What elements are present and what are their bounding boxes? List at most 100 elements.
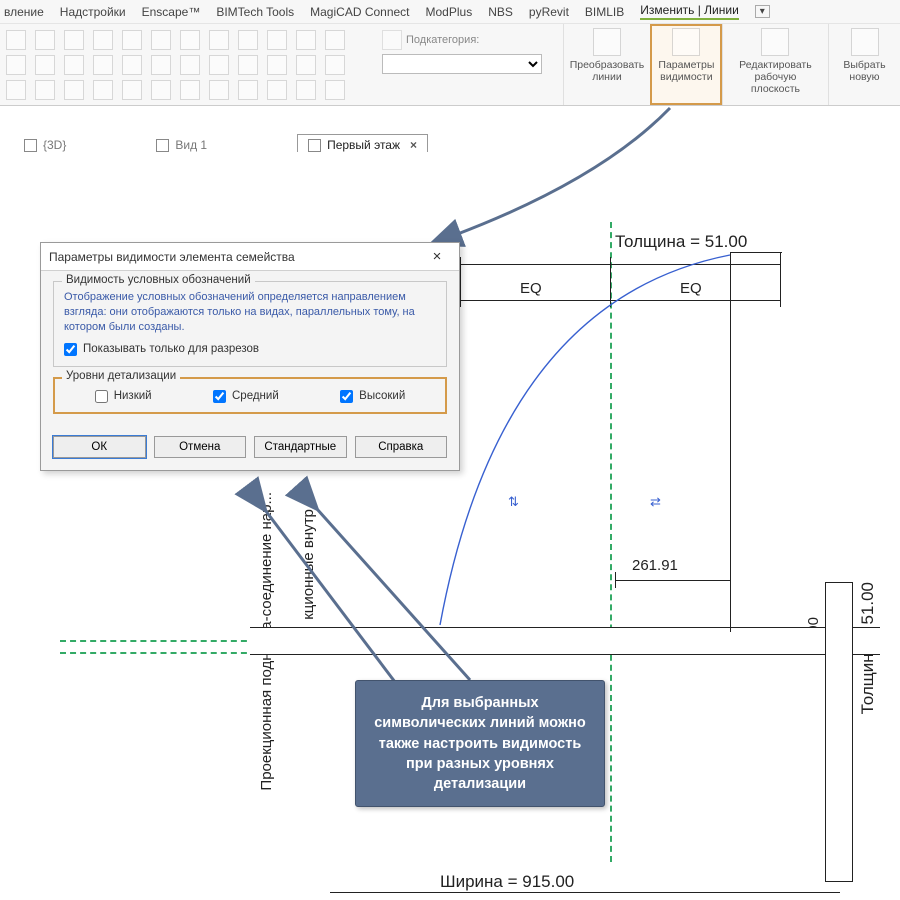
dimline bbox=[730, 252, 782, 253]
group-title: Видимость условных обозначений bbox=[62, 274, 255, 286]
tool-icon[interactable] bbox=[35, 80, 55, 100]
annotation-callout: Для выбранных символических линий можно … bbox=[355, 680, 605, 807]
tool-icon[interactable] bbox=[180, 30, 200, 50]
convert-lines-icon bbox=[593, 28, 621, 56]
tool-icon[interactable] bbox=[122, 80, 142, 100]
tool-icon[interactable] bbox=[151, 30, 171, 50]
dimtick bbox=[730, 572, 731, 588]
menu-item[interactable]: BIMTech Tools bbox=[216, 5, 294, 19]
tool-icon[interactable] bbox=[267, 55, 287, 75]
panel-caption: Преобразовать bbox=[570, 59, 645, 71]
panel-edit-workplane[interactable]: Редактироватьрабочую плоскость bbox=[722, 24, 828, 105]
tool-icon[interactable] bbox=[209, 30, 229, 50]
tool-icon[interactable] bbox=[209, 80, 229, 100]
panel-visibility-params[interactable]: Параметрывидимости bbox=[650, 24, 722, 105]
menu-item-context[interactable]: Изменить | Линии bbox=[640, 3, 739, 20]
menu-item[interactable]: ModPlus bbox=[426, 5, 473, 19]
tool-icon[interactable] bbox=[238, 30, 258, 50]
check-sections-only[interactable]: Показывать только для разрезов bbox=[64, 343, 436, 356]
close-icon[interactable]: × bbox=[410, 138, 417, 152]
defaults-button[interactable]: Стандартные bbox=[254, 436, 347, 458]
tool-icon[interactable] bbox=[64, 80, 84, 100]
menu-item[interactable]: Enscape™ bbox=[142, 5, 201, 19]
cancel-button[interactable]: Отмена bbox=[154, 436, 247, 458]
panel-caption: рабочую плоскость bbox=[751, 71, 800, 95]
tool-icon[interactable] bbox=[122, 55, 142, 75]
tool-icon[interactable] bbox=[296, 55, 316, 75]
flip-control-h[interactable]: ⇄ bbox=[650, 494, 661, 510]
tool-icon[interactable] bbox=[325, 55, 345, 75]
checkbox[interactable] bbox=[213, 390, 226, 403]
view-tab-view1[interactable]: Вид 1 bbox=[156, 138, 207, 152]
tool-icon[interactable] bbox=[122, 30, 142, 50]
subcategory-panel: Подкатегория: bbox=[378, 24, 563, 105]
view-tab-floor1[interactable]: Первый этаж× bbox=[297, 134, 428, 152]
dimtick bbox=[780, 252, 781, 307]
checkbox[interactable] bbox=[64, 343, 77, 356]
checkbox[interactable] bbox=[340, 390, 353, 403]
tool-icon[interactable] bbox=[267, 80, 287, 100]
tool-icon[interactable] bbox=[238, 80, 258, 100]
tool-icon[interactable] bbox=[64, 30, 84, 50]
pick-new-icon bbox=[851, 28, 879, 56]
subcategory-select[interactable] bbox=[382, 54, 542, 74]
tool-icon[interactable] bbox=[209, 55, 229, 75]
tool-icon[interactable] bbox=[93, 55, 113, 75]
panel-caption: Выбрать bbox=[843, 59, 885, 71]
menu-item[interactable]: pyRevit bbox=[529, 5, 569, 19]
check-lod-med[interactable]: Средний bbox=[213, 390, 279, 403]
view-icon bbox=[308, 139, 321, 152]
menu-item[interactable]: BIMLIB bbox=[585, 5, 624, 19]
tool-icon[interactable] bbox=[151, 55, 171, 75]
dim-thickness-top: Толщина = 51.00 bbox=[615, 232, 747, 252]
tool-icon[interactable] bbox=[238, 55, 258, 75]
menu-item[interactable]: MagiCAD Connect bbox=[310, 5, 409, 19]
group-help-text: Отображение условных обозначений определ… bbox=[64, 290, 436, 335]
check-lod-low[interactable]: Низкий bbox=[95, 390, 152, 403]
panel-caption: новую bbox=[849, 71, 879, 83]
tool-icon[interactable] bbox=[93, 30, 113, 50]
tool-icon[interactable] bbox=[325, 30, 345, 50]
help-button[interactable]: Справка bbox=[355, 436, 448, 458]
tool-icon[interactable] bbox=[64, 55, 84, 75]
tool-icon[interactable] bbox=[35, 30, 55, 50]
check-lod-high[interactable]: Высокий bbox=[340, 390, 405, 403]
checkbox-label: Высокий bbox=[359, 390, 405, 402]
tool-icon[interactable] bbox=[6, 55, 26, 75]
tool-icon[interactable] bbox=[180, 80, 200, 100]
view-tab-3d[interactable]: {3D} bbox=[24, 138, 66, 152]
close-icon[interactable]: × bbox=[423, 248, 451, 265]
menu-item[interactable]: вление bbox=[4, 5, 44, 19]
checkbox-label: Показывать только для разрезов bbox=[83, 343, 259, 355]
checkbox[interactable] bbox=[95, 390, 108, 403]
tool-icon[interactable] bbox=[151, 80, 171, 100]
ref-line-v bbox=[610, 222, 612, 862]
tool-icon[interactable] bbox=[296, 80, 316, 100]
menu-item[interactable]: NBS bbox=[488, 5, 513, 19]
menubar: вление Надстройки Enscape™ BIMTech Tools… bbox=[0, 0, 900, 24]
panel-convert-lines[interactable]: Преобразоватьлинии bbox=[563, 24, 650, 105]
view-tab-label: Вид 1 bbox=[175, 138, 207, 152]
dimline bbox=[460, 264, 780, 265]
visibility-params-icon bbox=[672, 28, 700, 56]
tool-icon[interactable] bbox=[296, 30, 316, 50]
tool-icon[interactable] bbox=[180, 55, 200, 75]
tool-icon[interactable] bbox=[325, 80, 345, 100]
view-tabs: {3D} Вид 1 Первый этаж× bbox=[0, 124, 900, 152]
panel-pick-new[interactable]: Выбратьновую bbox=[828, 24, 900, 105]
dimline bbox=[460, 300, 780, 301]
tool-icon[interactable] bbox=[93, 80, 113, 100]
menu-overflow-icon[interactable]: ▾ bbox=[755, 5, 770, 18]
menu-item[interactable]: Надстройки bbox=[60, 5, 126, 19]
ok-button[interactable]: ОК bbox=[53, 436, 146, 458]
group-detail-levels: Уровни детализации Низкий Средний Высоки… bbox=[53, 377, 447, 414]
tool-icon[interactable] bbox=[6, 80, 26, 100]
tool-icon[interactable] bbox=[35, 55, 55, 75]
tool-icon[interactable] bbox=[267, 30, 287, 50]
dimline bbox=[615, 580, 730, 581]
checkbox-label: Средний bbox=[232, 390, 279, 402]
tool-icon[interactable] bbox=[6, 30, 26, 50]
panel-caption: Параметры bbox=[658, 59, 714, 71]
flip-control-v[interactable]: ⇅ bbox=[508, 494, 519, 510]
dimtick bbox=[615, 572, 616, 588]
